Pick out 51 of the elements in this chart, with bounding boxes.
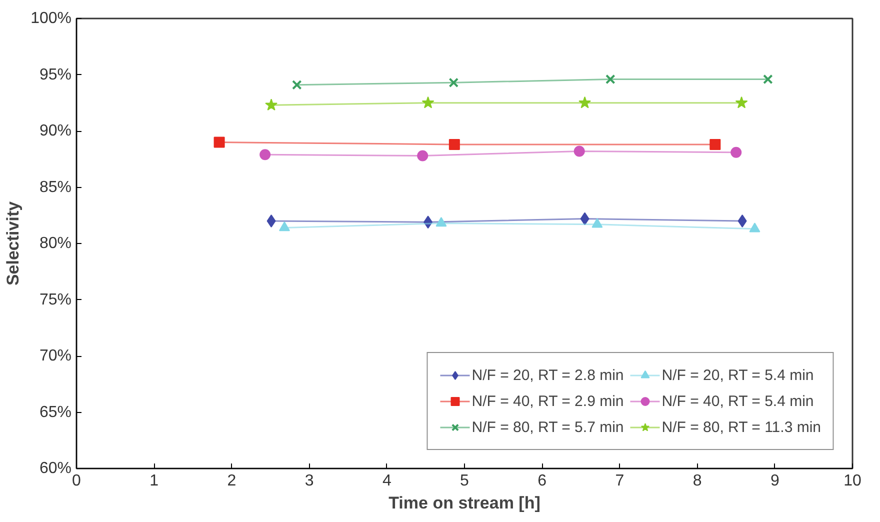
point (735, 96, 748, 108)
x-tick-label: 4 (382, 472, 392, 490)
point (278, 221, 290, 232)
point (292, 80, 302, 90)
x-axis-title: Time on stream [h] (388, 494, 540, 512)
legend-label: N/F = 40, RT = 5.4 min (662, 392, 814, 410)
point (580, 212, 590, 226)
x-tick-label: 5 (460, 472, 470, 490)
y-tick-label: 70% (39, 348, 72, 364)
legend-label: N/F = 80, RT = 11.3 min (662, 418, 821, 436)
point (214, 136, 225, 148)
legend-label: N/F = 40, RT = 2.9 min (472, 392, 624, 410)
x-tick-label: 6 (538, 472, 547, 490)
x-tick-label: 8 (692, 472, 702, 490)
point (266, 214, 276, 228)
x-tick-label: 9 (770, 472, 780, 490)
point (448, 139, 460, 150)
point (417, 150, 428, 162)
y-tick-label: 100% (30, 10, 72, 27)
y-tick-label: 90% (39, 122, 72, 140)
point (730, 146, 742, 158)
point (710, 139, 721, 150)
point (763, 74, 773, 84)
point (436, 216, 447, 227)
point (574, 146, 585, 157)
point (424, 216, 433, 229)
x-tick-label: 3 (304, 472, 314, 490)
y-axis-title: Selectivity (4, 200, 23, 286)
x-tick-label: 7 (615, 472, 624, 490)
y-tick-label: 60% (39, 460, 72, 477)
point (578, 96, 591, 108)
x-tick-label: 2 (227, 472, 236, 490)
point (260, 149, 271, 160)
legend-label: N/F = 80, RT = 5.7 min (472, 418, 624, 436)
point (422, 96, 434, 108)
x-tick-label: 0 (72, 472, 82, 490)
y-tick-label: 65% (39, 404, 72, 421)
legend-label: N/F = 20, RT = 2.8 min (472, 366, 624, 384)
y-tick-label: 95% (39, 66, 72, 84)
y-tick-label: 75% (39, 291, 72, 308)
y-tick-label: 85% (39, 178, 72, 196)
point (265, 98, 278, 110)
legend-label: N/F = 20, RT = 5.4 min (662, 366, 814, 384)
point (738, 214, 747, 228)
point (749, 222, 760, 232)
x-tick-label: 1 (150, 472, 159, 490)
y-tick-label: 80% (39, 235, 72, 252)
x-tick-label: 10 (844, 472, 862, 490)
point (448, 78, 459, 88)
point (606, 74, 616, 84)
point (592, 218, 603, 228)
